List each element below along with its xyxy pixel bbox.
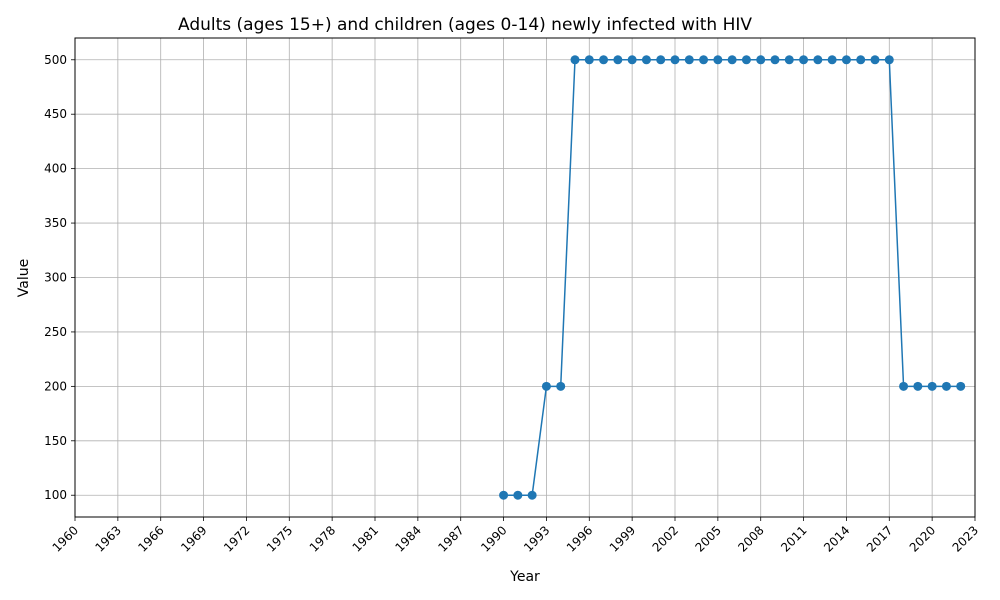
data-point <box>927 381 937 391</box>
y-tick-label: 450 <box>44 107 67 121</box>
data-point <box>670 55 680 65</box>
x-tick-label: 2008 <box>735 523 766 554</box>
y-tick-label: 400 <box>44 162 67 176</box>
x-axis-label: Year <box>509 569 540 585</box>
data-point <box>570 55 580 65</box>
data-point <box>770 55 780 65</box>
x-tick-label: 1993 <box>521 523 552 554</box>
data-point <box>756 55 766 65</box>
data-point <box>884 55 894 65</box>
y-tick-label: 300 <box>44 271 67 285</box>
x-tick-label: 2020 <box>907 523 938 554</box>
data-point <box>513 490 523 500</box>
data-point <box>727 55 737 65</box>
data-point <box>499 490 509 500</box>
x-tick-label: 1990 <box>478 523 509 554</box>
x-tick-label: 2002 <box>650 523 681 554</box>
y-axis-label: Value <box>16 259 32 297</box>
y-axis-ticks: 100 150 200 250 300 350 400 450 500 <box>44 53 75 502</box>
y-tick-label: 200 <box>44 379 67 393</box>
y-tick-label: 250 <box>44 325 67 339</box>
y-tick-label: 350 <box>44 216 67 230</box>
x-tick-label: 1999 <box>607 523 638 554</box>
x-tick-label: 1987 <box>435 523 466 554</box>
x-tick-label: 1969 <box>178 523 209 554</box>
data-point <box>713 55 723 65</box>
data-points <box>499 55 966 500</box>
x-tick-label: 2023 <box>950 523 981 554</box>
data-point <box>699 55 709 65</box>
data-point <box>856 55 866 65</box>
x-tick-label: 1978 <box>307 523 338 554</box>
x-tick-label: 1972 <box>221 523 252 554</box>
data-point <box>899 381 909 391</box>
x-tick-label: 2011 <box>778 523 809 554</box>
data-point <box>741 55 751 65</box>
data-point <box>827 55 837 65</box>
x-tick-label: 2017 <box>864 523 895 554</box>
x-tick-label: 1966 <box>135 523 166 554</box>
x-tick-label: 2014 <box>821 523 852 554</box>
y-tick-label: 100 <box>44 488 67 502</box>
data-point <box>556 381 566 391</box>
y-tick-label: 500 <box>44 53 67 67</box>
data-point <box>941 381 951 391</box>
data-point <box>656 55 666 65</box>
x-tick-label: 1981 <box>350 523 381 554</box>
data-point <box>841 55 851 65</box>
data-point <box>684 55 694 65</box>
data-point <box>799 55 809 65</box>
data-point <box>913 381 923 391</box>
data-point <box>641 55 651 65</box>
data-point <box>870 55 880 65</box>
data-point <box>541 381 551 391</box>
data-point <box>813 55 823 65</box>
data-point <box>613 55 623 65</box>
x-tick-label: 1960 <box>50 523 81 554</box>
x-tick-label: 1996 <box>564 523 595 554</box>
data-point <box>599 55 609 65</box>
data-point <box>584 55 594 65</box>
x-tick-label: 1975 <box>264 523 295 554</box>
data-point <box>956 381 966 391</box>
x-tick-label: 1963 <box>92 523 123 554</box>
y-tick-label: 150 <box>44 434 67 448</box>
data-point <box>527 490 537 500</box>
data-point <box>627 55 637 65</box>
x-tick-label: 1984 <box>392 523 423 554</box>
chart-title: Adults (ages 15+) and children (ages 0-1… <box>178 15 752 35</box>
x-axis-ticks: 1960 1963 1966 1969 1972 1975 1978 1981 1984 1987… <box>50 517 981 555</box>
x-tick-label: 2005 <box>692 523 723 554</box>
data-point <box>784 55 794 65</box>
grid <box>74 38 976 517</box>
